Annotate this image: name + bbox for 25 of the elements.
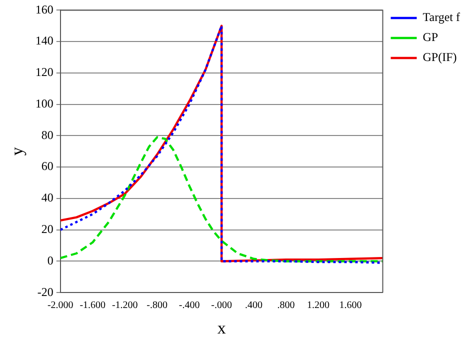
x-tick-label: .400	[245, 300, 263, 312]
x-tick-label: -.000	[211, 300, 232, 312]
x-tick-label: .800	[277, 300, 295, 312]
y-axis-title: y	[8, 146, 27, 156]
x-tick-label: -.800	[146, 300, 168, 312]
x-axis-title: x	[217, 318, 226, 338]
x-tick-label: -1.600	[80, 300, 106, 312]
x-tick-label: -2.000	[47, 300, 74, 312]
y-tick-label: 0	[47, 253, 54, 268]
y-tick-label: 40	[41, 190, 54, 205]
y-tick-label: -20	[37, 284, 54, 299]
x-tick-label: 1.200	[307, 300, 330, 312]
y-tick-label: 20	[41, 222, 54, 236]
x-tick-label: -.400	[178, 300, 200, 312]
y-tick-label: 60	[41, 159, 54, 174]
y-tick-label: 140	[35, 34, 54, 48]
x-tick-label: -1.200	[112, 300, 138, 312]
legend-label: Target f	[422, 10, 460, 24]
x-tick-label: 1.600	[339, 300, 362, 312]
y-tick-label: 120	[35, 65, 54, 80]
legend-label: GP	[422, 30, 438, 44]
legend-label: GP(IF)	[422, 50, 457, 64]
y-tick-label: 100	[35, 96, 54, 110]
y-tick-label: 80	[41, 128, 54, 142]
y-tick-label: 160	[35, 2, 54, 16]
